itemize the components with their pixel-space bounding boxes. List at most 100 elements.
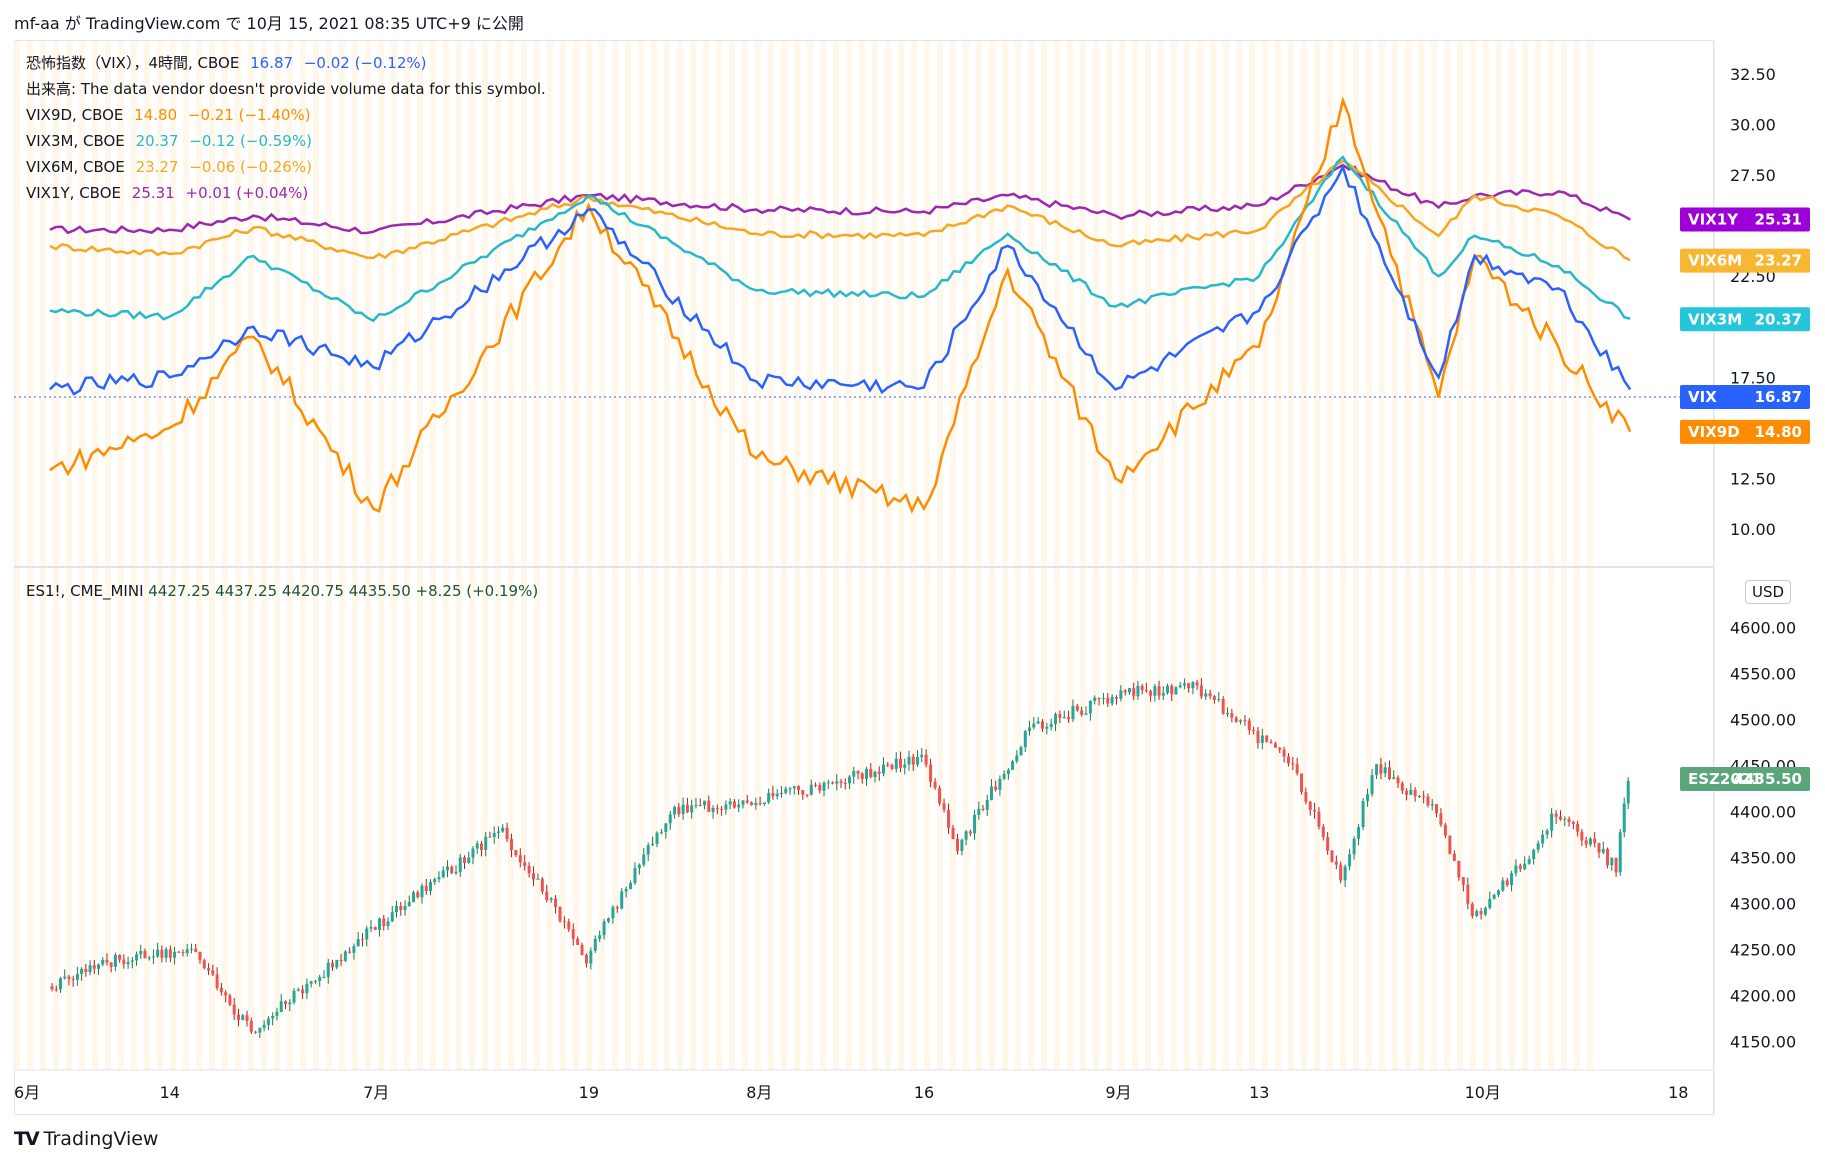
candle-body bbox=[1067, 717, 1071, 720]
candle-body bbox=[1466, 884, 1470, 904]
candle-body bbox=[1497, 890, 1501, 895]
legend-value: 25.31 bbox=[131, 184, 175, 202]
session-band bbox=[196, 41, 202, 1070]
candle-body bbox=[611, 907, 615, 919]
time-axis-tick-label: 6月 bbox=[14, 1083, 40, 1102]
session-band bbox=[1067, 41, 1073, 1070]
time-axis[interactable]: 6月 14 7月 19 8月 16 9月 13 10月 18 bbox=[14, 1083, 1688, 1102]
candle-body bbox=[1075, 705, 1079, 711]
series-line-vix1y[interactable] bbox=[49, 163, 1631, 235]
candle-body bbox=[1576, 823, 1580, 832]
session-band bbox=[1379, 41, 1385, 1070]
lower-axis-tick-label: 4400.00 bbox=[1730, 803, 1796, 822]
candle-body bbox=[620, 891, 624, 909]
candle-body bbox=[1571, 822, 1575, 824]
session-band bbox=[287, 41, 293, 1070]
legend-value: 14.80 bbox=[134, 106, 178, 124]
candle-body bbox=[189, 948, 193, 950]
session-band bbox=[443, 41, 449, 1070]
candle-body bbox=[241, 1015, 245, 1020]
candle-body bbox=[1191, 682, 1195, 689]
candle-body bbox=[58, 978, 62, 990]
session-band bbox=[690, 41, 696, 1070]
time-axis-tick-label: 8月 bbox=[746, 1083, 772, 1102]
vix-series-group bbox=[49, 96, 1632, 514]
legend-name: VIX6M, CBOE bbox=[26, 158, 125, 176]
legend-row-vix9d[interactable]: VIX9D, CBOE 14.80 −0.21 (−1.40%) bbox=[26, 102, 552, 128]
session-band bbox=[157, 41, 163, 1070]
candle-body bbox=[271, 1015, 275, 1019]
candle-body bbox=[1501, 880, 1505, 891]
candle-body bbox=[475, 843, 479, 849]
candle-body bbox=[97, 964, 101, 969]
candle-body bbox=[296, 989, 300, 991]
candle-body bbox=[1626, 780, 1630, 804]
candle-body bbox=[989, 786, 993, 800]
candle-body bbox=[1208, 693, 1212, 697]
session-band bbox=[1145, 41, 1151, 1070]
session-band bbox=[131, 41, 137, 1070]
candle-body bbox=[143, 951, 147, 959]
session-band bbox=[1353, 41, 1359, 1070]
legend-change: −0.06 (−0.26%) bbox=[189, 158, 312, 176]
candle-body bbox=[873, 771, 877, 777]
candle-body bbox=[920, 754, 924, 758]
session-band bbox=[1418, 41, 1424, 1070]
session-band bbox=[378, 41, 384, 1070]
legend-row-vix[interactable]: 恐怖指数（VIX），4時間, CBOE 16.87 −0.02 (−0.12%) bbox=[26, 50, 552, 76]
candle-body bbox=[801, 790, 805, 795]
candle-body bbox=[1199, 685, 1203, 697]
series-line-vix[interactable] bbox=[49, 163, 1632, 396]
candle-body bbox=[1567, 818, 1571, 823]
candle-body bbox=[1361, 801, 1365, 828]
candle-body bbox=[496, 831, 500, 833]
candle-body bbox=[301, 989, 305, 994]
lower-price-axis[interactable]: 4150.00 4200.00 4250.00 4300.00 4350.00 4400.… bbox=[1730, 619, 1796, 1052]
candle-body bbox=[1550, 813, 1554, 831]
candle-body bbox=[685, 804, 689, 813]
currency-button[interactable]: USD bbox=[1745, 580, 1792, 604]
candle-body bbox=[399, 905, 403, 910]
session-band bbox=[1444, 41, 1450, 1070]
candle-body bbox=[589, 950, 593, 964]
candle-body bbox=[1256, 730, 1260, 744]
candle-body bbox=[1040, 721, 1044, 729]
candle-body bbox=[1278, 747, 1282, 750]
footer-brand[interactable]: TradingView bbox=[43, 1128, 159, 1150]
candle-body bbox=[181, 952, 185, 954]
candle-body bbox=[454, 871, 458, 874]
legend-row-vix1y[interactable]: VIX1Y, CBOE 25.31 +0.01 (+0.04%) bbox=[26, 180, 552, 206]
candle-body bbox=[1584, 840, 1588, 845]
candle-body bbox=[1545, 830, 1549, 835]
legend-row-vix6m[interactable]: VIX6M, CBOE 23.27 −0.06 (−0.26%) bbox=[26, 154, 552, 180]
session-band bbox=[1522, 41, 1528, 1070]
session-band bbox=[508, 41, 514, 1070]
session-band bbox=[807, 41, 813, 1070]
candle-body bbox=[288, 1002, 292, 1005]
candle-body bbox=[907, 756, 911, 765]
lower-legend[interactable]: ES1!, CME_MINI 4427.25 4437.25 4420.75 4… bbox=[26, 578, 538, 604]
candle-body bbox=[767, 793, 771, 803]
candle-body bbox=[322, 977, 326, 979]
candle-body bbox=[788, 788, 792, 790]
series-line-vix3m[interactable] bbox=[49, 155, 1631, 323]
session-band bbox=[1431, 41, 1437, 1070]
candle-body bbox=[1153, 686, 1157, 696]
candle-body bbox=[130, 960, 134, 962]
candle-body bbox=[549, 898, 553, 901]
session-band bbox=[183, 41, 189, 1070]
candle-body bbox=[624, 889, 628, 892]
candle-body bbox=[382, 918, 386, 927]
candle-body bbox=[651, 843, 655, 846]
candle-body bbox=[856, 771, 860, 774]
candle-body bbox=[994, 786, 998, 790]
legend-row-vix3m[interactable]: VIX3M, CBOE 20.37 −0.12 (−0.59%) bbox=[26, 128, 552, 154]
session-band bbox=[1262, 41, 1268, 1070]
session-band bbox=[846, 41, 852, 1070]
series-line-vix9d[interactable] bbox=[49, 96, 1632, 514]
legend-row-volume[interactable]: 出来高: The data vendor doesn't provide vol… bbox=[26, 76, 552, 102]
legend-high: 4437.25 bbox=[215, 582, 278, 600]
candle-body bbox=[219, 987, 223, 993]
